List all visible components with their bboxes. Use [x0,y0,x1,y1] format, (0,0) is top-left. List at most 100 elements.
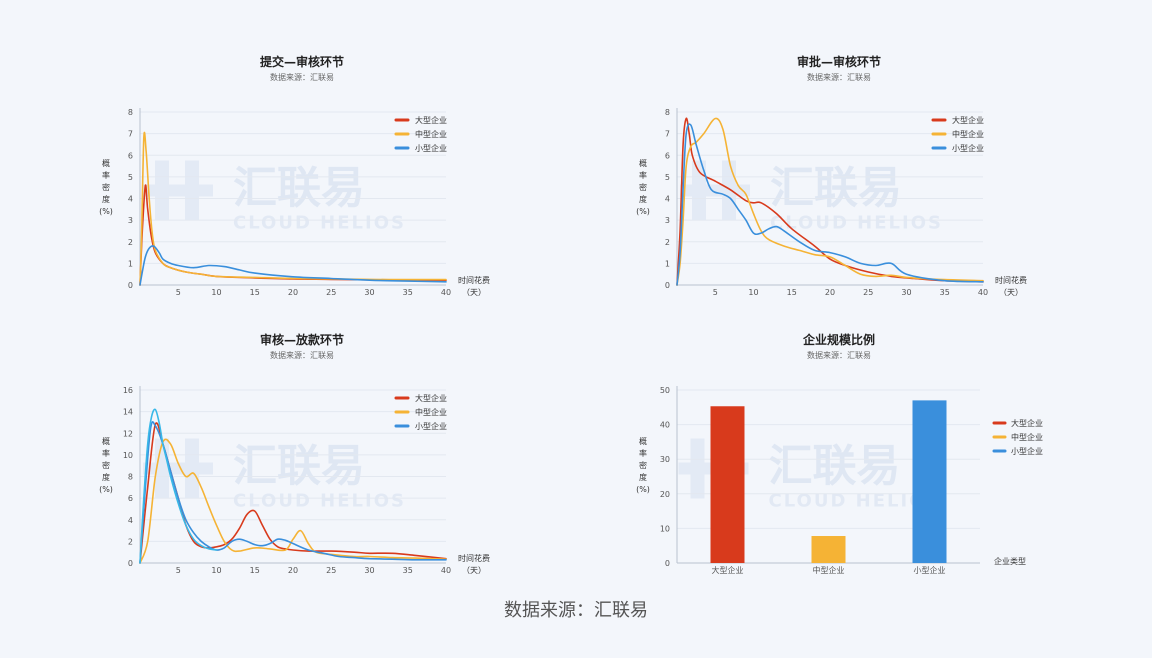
series-line-2 [676,117,984,286]
x-tick-label: 5 [713,288,718,297]
y-tick-label: 14 [123,408,133,417]
y-axis-label: 概 [102,158,110,168]
y-axis-label: (%) [636,207,650,216]
x-tick-label: 35 [403,566,413,575]
legend-label: 中型企业 [1011,432,1043,442]
y-axis-label: (%) [99,485,113,494]
legend-label: 大型企业 [415,393,447,403]
chart-subtitle: 数据来源：汇联易 [807,72,871,82]
series-line-3 [676,123,984,286]
x-tick-label: 10 [748,288,758,297]
x-tick-label: 30 [901,288,911,297]
y-axis-label: 密 [639,460,647,470]
watermark-text-en: CLOUD HELIOS [233,491,406,512]
y-tick-label: 16 [123,386,133,395]
y-axis-label: 率 [102,170,110,180]
watermark-logo-bar [143,184,213,197]
y-axis-label: 率 [639,170,647,180]
figure-source: 数据来源：汇联易 [504,600,648,621]
y-axis-label: 度 [639,472,647,482]
y-tick-label: 1 [665,259,670,268]
watermark-text: 汇联易 [770,163,902,214]
y-tick-label: 7 [665,130,670,139]
watermark-text: 汇联易 [769,441,901,492]
chart-subtitle: 数据来源：汇联易 [807,350,871,360]
x-tick-label: 10 [211,288,221,297]
x-tick-label: 20 [288,566,298,575]
y-tick-label: 10 [123,451,133,460]
x-tick-label: 25 [326,566,336,575]
chart-title: 提交—审核环节 [260,54,344,69]
watermark-logo-bar [143,462,213,475]
x-tick-label: 25 [326,288,336,297]
y-tick-label: 4 [665,195,670,204]
y-axis-label: 密 [639,182,647,192]
series-line-4 [139,408,218,564]
watermark-text-en: CLOUD HELIOS [770,213,943,234]
y-axis-label: 度 [102,194,110,204]
x-tick-label: 5 [176,566,181,575]
x-tick-label: 30 [364,288,374,297]
y-axis-label: 率 [639,448,647,458]
y-tick-label: 10 [660,524,670,533]
x-tick-label: 40 [441,566,451,575]
watermark-text-en: CLOUD HELIOS [233,213,406,234]
x-axis-label: （天） [462,566,486,575]
y-tick-label: 12 [123,429,133,438]
y-tick-label: 1 [128,259,133,268]
y-tick-label: 4 [128,516,133,525]
x-tick-label: 小型企业 [914,565,946,575]
y-axis-label: 概 [639,158,647,168]
bar-1 [710,406,745,563]
bar-3 [912,400,947,563]
series-line-1 [676,117,984,286]
x-tick-label: 35 [940,288,950,297]
legend-label: 大型企业 [1011,418,1043,428]
y-tick-label: 8 [128,108,133,117]
series-line-3 [139,421,447,564]
x-tick-label: 20 [825,288,835,297]
y-tick-label: 6 [665,151,670,160]
chart-subtitle: 数据来源：汇联易 [270,72,334,82]
x-tick-label: 20 [288,288,298,297]
legend-label: 小型企业 [415,143,447,153]
y-tick-label: 6 [128,494,133,503]
y-tick-label: 3 [128,216,133,225]
y-axis-label: 率 [102,448,110,458]
x-axis-label: （天） [462,288,486,297]
series-line-2 [139,438,447,564]
x-tick-label: 10 [211,566,221,575]
y-axis-label: 概 [639,436,647,446]
y-axis-label: 概 [102,436,110,446]
y-tick-label: 2 [665,238,670,247]
x-tick-label: 15 [250,566,260,575]
watermark-text-en: CLOUD HELIOS [769,491,942,512]
legend-label: 小型企业 [1011,446,1043,456]
x-tick-label: 30 [364,566,374,575]
legend-label: 中型企业 [952,129,984,139]
x-axis-label: 时间花费 [458,553,490,563]
series-line-3 [139,245,447,286]
y-tick-label: 4 [128,195,133,204]
y-axis-label: 度 [102,472,110,482]
x-axis-label: 企业类型 [994,556,1026,566]
x-tick-label: 大型企业 [712,565,744,575]
y-tick-label: 2 [128,537,133,546]
chart-title: 企业规模比例 [802,332,875,347]
y-tick-label: 0 [665,281,670,290]
watermark-text: 汇联易 [233,163,365,214]
x-tick-label: 40 [441,288,451,297]
y-tick-label: 2 [128,238,133,247]
y-tick-label: 20 [660,490,670,499]
x-axis-label: 时间花费 [458,275,490,285]
x-tick-label: 中型企业 [813,565,845,575]
legend-label: 中型企业 [415,407,447,417]
legend-label: 小型企业 [952,143,984,153]
bar-2 [811,536,846,563]
y-tick-label: 40 [660,421,670,430]
y-tick-label: 7 [128,130,133,139]
